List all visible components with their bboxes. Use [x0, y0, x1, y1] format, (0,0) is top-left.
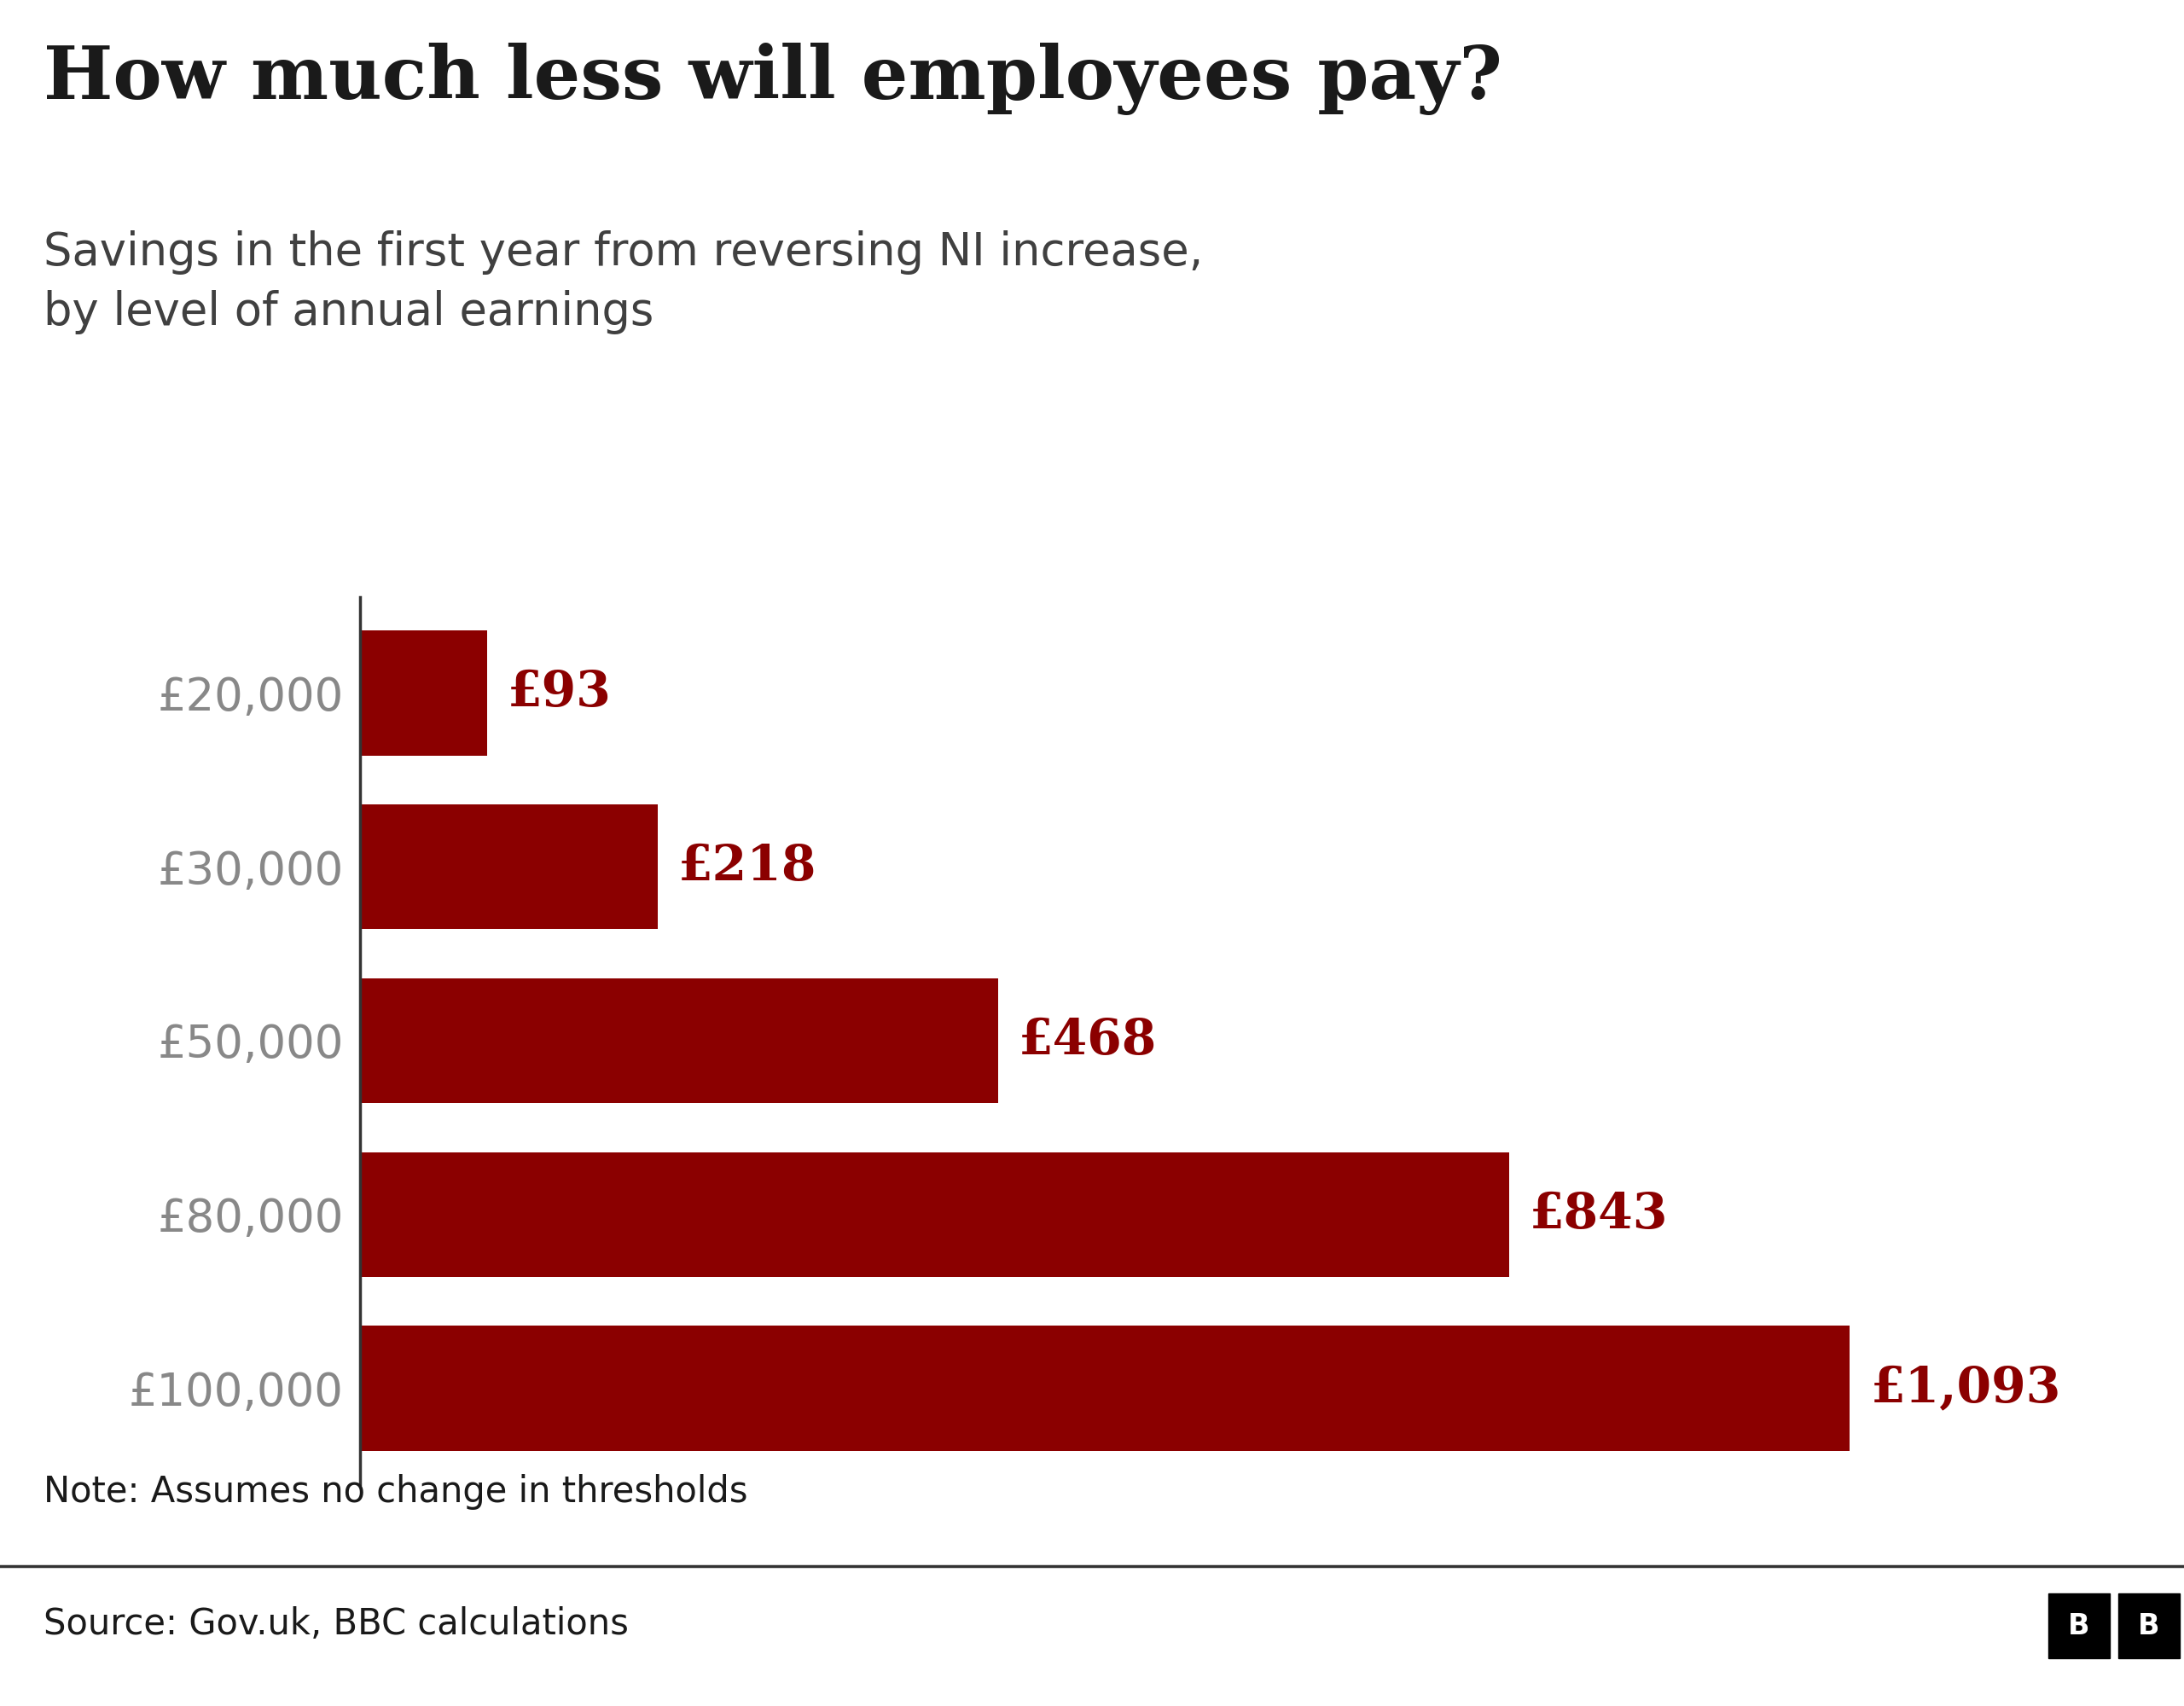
Text: Note: Assumes no change in thresholds: Note: Assumes no change in thresholds	[44, 1474, 747, 1510]
Text: £93: £93	[507, 669, 612, 717]
Bar	[360, 630, 487, 756]
Bar	[360, 1326, 1850, 1452]
Text: Source: Gov.uk, BBC calculations: Source: Gov.uk, BBC calculations	[44, 1607, 629, 1641]
Bar	[360, 1152, 1509, 1278]
Text: Savings in the first year from reversing NI increase,
by level of annual earning: Savings in the first year from reversing…	[44, 230, 1203, 334]
Text: B: B	[2068, 1612, 2090, 1639]
Text: How much less will employees pay?: How much less will employees pay?	[44, 43, 1503, 116]
Text: £468: £468	[1018, 1017, 1158, 1065]
Text: £218: £218	[677, 843, 817, 891]
Bar	[360, 804, 657, 930]
Text: £1,093: £1,093	[1870, 1365, 2062, 1413]
Text: £843: £843	[1529, 1191, 1669, 1239]
Text: B: B	[2138, 1612, 2160, 1639]
Bar	[360, 978, 998, 1104]
